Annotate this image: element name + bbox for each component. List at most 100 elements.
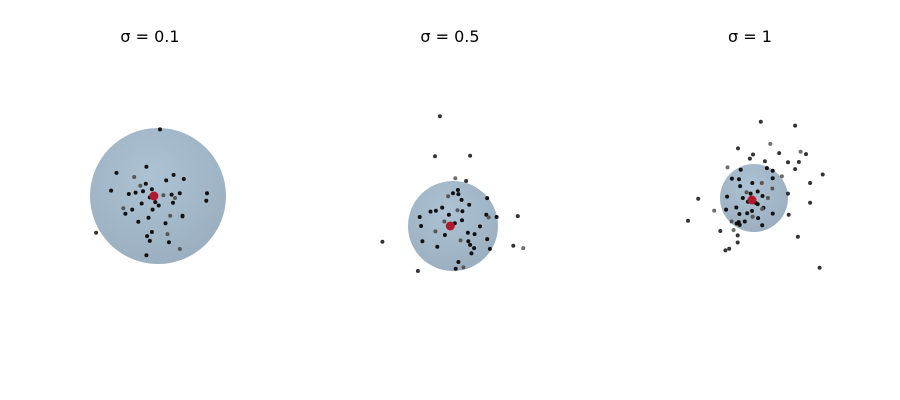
sample-point — [696, 196, 701, 201]
sample-point — [515, 214, 520, 219]
center-point — [149, 191, 159, 201]
sample-point — [456, 192, 461, 197]
sample-point — [468, 242, 473, 247]
sample-point — [723, 248, 728, 253]
sample-point — [472, 246, 477, 251]
sample-point — [760, 206, 765, 211]
sample-point — [173, 196, 177, 200]
sample-point — [770, 211, 775, 216]
sample-point — [442, 233, 447, 237]
sample-point — [150, 207, 155, 212]
sample-point — [686, 218, 690, 223]
panel-sigma-0.5: σ = 0.5 — [380, 27, 526, 273]
sample-point — [461, 265, 466, 270]
sample-point — [455, 188, 460, 192]
sample-point — [417, 215, 422, 219]
panel-title: σ = 0.5 — [420, 27, 479, 46]
sample-point — [130, 207, 135, 212]
sample-point — [415, 269, 420, 273]
sample-point — [759, 181, 764, 185]
sample-point — [138, 183, 143, 188]
sample-point — [156, 203, 161, 208]
sample-point — [456, 260, 461, 264]
sample-point — [144, 253, 149, 258]
sample-point — [136, 219, 141, 224]
sample-point — [146, 215, 151, 220]
sample-point — [169, 192, 174, 197]
sample-point — [478, 224, 482, 229]
sample-point — [139, 201, 144, 206]
sample-point — [177, 247, 182, 251]
sample-point — [446, 194, 451, 199]
sample-point — [742, 219, 747, 224]
sample-point — [740, 196, 745, 200]
panel-title: σ = 1 — [728, 27, 772, 46]
sample-point — [768, 141, 773, 146]
sample-point — [804, 152, 808, 157]
sample-point — [727, 246, 732, 251]
sample-point — [465, 230, 470, 235]
sample-point — [725, 194, 730, 199]
sample-point — [737, 177, 741, 182]
sample-point — [795, 234, 800, 239]
sample-point — [770, 168, 775, 173]
sample-point — [469, 251, 474, 256]
sample-point — [738, 184, 743, 189]
sample-point — [756, 216, 761, 221]
sample-point — [736, 146, 740, 151]
sample-points — [94, 127, 209, 258]
sample-point — [729, 219, 734, 224]
sample-point — [521, 246, 526, 251]
panel-sigma-1: σ = 1 — [686, 27, 825, 270]
sample-point — [433, 208, 438, 213]
sample-point — [133, 190, 138, 195]
sample-point — [747, 156, 752, 161]
sample-point — [729, 176, 734, 181]
sample-point — [144, 164, 149, 169]
sample-point — [153, 200, 158, 205]
sample-point — [486, 215, 491, 220]
sample-point — [464, 179, 469, 183]
sample-point — [765, 196, 770, 200]
sample-point — [487, 246, 492, 251]
sample-point — [786, 191, 790, 196]
sample-point — [725, 165, 730, 170]
sample-point — [485, 237, 490, 242]
sample-point — [820, 172, 825, 177]
sample-point — [455, 208, 460, 213]
sample-point — [745, 211, 750, 216]
sample-point — [817, 265, 822, 270]
sample-point — [442, 219, 447, 224]
sample-point — [460, 218, 464, 223]
panel-sigma-0.1: σ = 0.1 — [90, 27, 226, 264]
sample-point — [755, 189, 760, 194]
sample-point — [123, 211, 128, 216]
sample-point — [433, 229, 438, 234]
sample-points — [380, 114, 526, 273]
sample-point — [149, 187, 154, 192]
sample-point — [467, 202, 472, 207]
sample-point — [777, 151, 782, 156]
sample-point — [420, 239, 425, 244]
sample-point — [793, 123, 798, 128]
sample-point — [109, 188, 114, 193]
sample-point — [459, 197, 464, 202]
sample-point — [808, 200, 813, 205]
sample-point — [205, 191, 209, 196]
sample-point — [751, 152, 755, 157]
sample-point — [171, 172, 176, 177]
sample-point — [428, 209, 433, 214]
sample-point — [161, 193, 166, 198]
sample-point — [735, 233, 740, 238]
sample-point — [437, 114, 442, 119]
sample-points — [686, 119, 825, 270]
sample-point — [798, 149, 803, 154]
sample-point — [793, 167, 798, 172]
sample-point — [718, 229, 723, 233]
sample-point — [141, 189, 145, 194]
sample-point — [114, 170, 119, 175]
sample-point — [712, 208, 717, 213]
sample-point — [419, 224, 424, 228]
sample-point — [94, 230, 99, 235]
sample-point — [796, 160, 801, 164]
